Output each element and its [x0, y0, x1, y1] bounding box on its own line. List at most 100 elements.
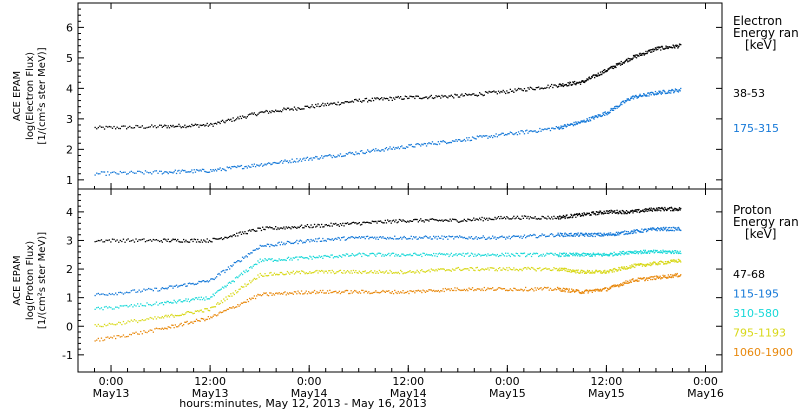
data-point — [606, 290, 608, 292]
data-point — [375, 290, 377, 292]
data-point — [486, 288, 488, 291]
data-point — [247, 300, 250, 303]
data-point — [387, 149, 389, 151]
data-point — [243, 116, 245, 118]
data-point — [184, 241, 186, 243]
data-point — [614, 254, 616, 256]
data-point — [293, 226, 296, 228]
data-point — [617, 254, 619, 256]
data-point — [405, 146, 408, 148]
data-point — [515, 235, 517, 237]
data-point — [216, 170, 218, 172]
data-point — [241, 286, 244, 288]
data-point — [276, 273, 278, 275]
data-point — [194, 283, 197, 285]
data-point — [409, 220, 411, 222]
data-point — [398, 292, 401, 294]
data-point — [503, 216, 506, 218]
data-point — [272, 293, 274, 295]
data-point — [132, 306, 134, 308]
data-point — [349, 101, 351, 103]
data-point — [97, 126, 99, 129]
data-point — [535, 236, 537, 239]
data-point — [674, 260, 677, 262]
data-point — [578, 291, 580, 293]
data-point — [345, 271, 347, 273]
data-point — [203, 124, 205, 126]
data-point — [545, 287, 547, 289]
data-point — [157, 304, 159, 306]
data-point — [378, 220, 381, 222]
data-point — [431, 141, 434, 143]
data-point — [173, 316, 175, 318]
data-point — [673, 275, 675, 277]
data-point — [270, 243, 272, 246]
data-point — [614, 267, 616, 270]
data-point — [515, 252, 517, 254]
data-point — [385, 222, 388, 224]
data-point — [237, 304, 239, 306]
data-point — [346, 270, 349, 272]
data-point — [330, 239, 332, 241]
data-point — [625, 212, 627, 215]
data-point — [310, 292, 312, 295]
data-point — [111, 293, 114, 295]
data-point — [100, 239, 103, 241]
data-point — [271, 274, 273, 276]
data-point — [592, 115, 594, 118]
data-point — [601, 233, 603, 235]
data-point — [141, 319, 143, 321]
data-point — [533, 130, 535, 132]
data-point — [589, 272, 591, 274]
data-point — [438, 237, 441, 239]
data-point — [390, 237, 392, 240]
data-point — [130, 304, 132, 306]
data-point — [654, 249, 657, 252]
data-point — [234, 166, 237, 168]
data-point — [626, 282, 628, 284]
data-point — [328, 255, 330, 258]
data-point — [540, 254, 542, 256]
data-point — [639, 52, 641, 54]
data-point — [111, 337, 114, 339]
data-point — [442, 268, 444, 270]
data-point — [417, 271, 419, 273]
data-point — [665, 252, 667, 254]
data-point — [404, 255, 406, 257]
data-point — [415, 253, 417, 255]
data-point — [670, 210, 672, 212]
data-point — [455, 94, 457, 96]
data-point — [650, 278, 652, 281]
data-point — [482, 94, 484, 97]
data-point — [477, 219, 480, 221]
data-point — [190, 171, 192, 173]
data-point — [450, 288, 452, 290]
data-point — [251, 163, 253, 166]
data-point — [571, 234, 573, 236]
data-point — [289, 259, 291, 261]
data-point — [492, 253, 494, 255]
data-point — [588, 120, 590, 122]
data-point — [505, 92, 507, 95]
data-point — [493, 267, 495, 269]
data-point — [608, 212, 610, 215]
data-point — [410, 143, 412, 146]
data-point — [195, 241, 198, 243]
data-point — [451, 255, 454, 257]
data-point — [276, 260, 278, 262]
data-point — [607, 270, 609, 273]
data-point — [279, 244, 281, 246]
data-point — [496, 136, 498, 138]
data-point — [166, 300, 168, 303]
data-point — [266, 163, 268, 165]
data-point — [262, 259, 264, 261]
data-point — [598, 213, 600, 215]
data-point — [503, 288, 506, 290]
data-point — [468, 269, 470, 271]
data-point — [352, 254, 355, 256]
data-point — [592, 235, 594, 238]
data-point — [231, 295, 233, 297]
data-point — [431, 269, 434, 271]
data-point — [375, 238, 377, 240]
data-point — [656, 92, 658, 94]
